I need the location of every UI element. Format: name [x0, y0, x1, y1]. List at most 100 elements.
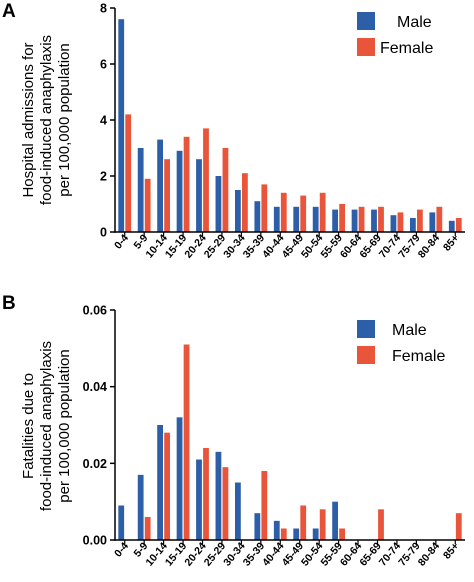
bar-male-40-44	[273, 520, 280, 540]
panel-b-ylabel-line-2: food-induced anaphylaxis	[38, 341, 55, 511]
bar-female-10-14	[164, 432, 171, 540]
bar-female-65-69	[378, 509, 384, 540]
y-tick-label: 0.06	[83, 304, 107, 318]
panel-b-letter: B	[2, 293, 16, 314]
bar-female-35-39	[261, 184, 268, 232]
bar-female-20-24	[203, 128, 209, 232]
bar-male-45-49	[293, 206, 300, 232]
legend-male-swatch	[357, 320, 375, 338]
bar-male-15-19	[176, 150, 183, 232]
bar-female-85+	[455, 513, 462, 540]
bar-female-80-84	[436, 206, 443, 232]
bar-female-85+	[455, 218, 462, 232]
bar-male-10-14	[157, 139, 164, 232]
bar-male-65-69	[371, 209, 377, 232]
bar-female-5-9	[144, 517, 151, 540]
panel-b-bars	[118, 344, 462, 540]
panel-a-legend: Male Female	[357, 12, 433, 57]
panel-a-ylabel-line-3: per 100,000 population	[56, 43, 73, 196]
x-tick-label: 80-84	[416, 232, 443, 260]
panel-b-chart: B Fatalities due to food-induced anaphyl…	[2, 293, 465, 569]
legend-female-swatch	[357, 38, 375, 56]
bar-male-45-49	[293, 528, 300, 540]
legend-female-label: Female	[380, 40, 433, 57]
bar-female-70-74	[397, 212, 404, 232]
bar-female-15-19	[183, 136, 190, 232]
bar-male-0-4	[118, 19, 125, 233]
bar-male-40-44	[273, 206, 280, 232]
x-tick-label: 0-4	[112, 540, 131, 559]
bar-male-25-29	[215, 451, 222, 540]
bar-male-30-34	[234, 482, 241, 540]
x-tick-label: 80-84	[416, 540, 443, 568]
bar-female-50-54	[319, 509, 326, 540]
bar-male-35-39	[254, 513, 261, 540]
x-tick-label: 85+	[441, 232, 462, 253]
panel-a-bars	[118, 19, 462, 233]
y-tick-label: 0.00	[83, 534, 107, 548]
legend-male-label: Male	[397, 14, 432, 31]
bar-male-70-74	[390, 215, 397, 232]
bar-female-5-9	[144, 178, 151, 232]
bar-female-60-64	[358, 206, 365, 232]
bar-female-50-54	[319, 192, 326, 232]
y-tick-label: 8	[100, 2, 107, 16]
bar-female-10-14	[164, 159, 171, 232]
bar-female-15-19	[183, 344, 190, 540]
x-tick-label: 0-4	[112, 232, 131, 251]
bar-male-50-54	[312, 206, 319, 232]
bar-male-20-24	[196, 459, 202, 540]
bar-female-40-44	[280, 528, 287, 540]
bar-male-5-9	[137, 474, 144, 540]
bar-female-65-69	[378, 206, 384, 232]
y-tick-label: 0.02	[83, 457, 107, 471]
panel-b-legend: Male Female	[357, 320, 445, 365]
bar-male-55-59	[332, 501, 339, 540]
bar-male-50-54	[312, 528, 319, 540]
bar-female-20-24	[203, 448, 209, 540]
bar-female-75-79	[416, 209, 423, 232]
bar-female-30-34	[241, 173, 248, 232]
x-tick-label: 85+	[441, 540, 462, 561]
bar-male-5-9	[137, 148, 144, 232]
panel-b-ylabel-line-1: Fatalities due to	[20, 373, 37, 479]
bar-female-35-39	[261, 471, 268, 540]
bar-male-20-24	[196, 159, 202, 232]
bar-female-45-49	[300, 195, 307, 232]
panel-b-x-ticks: 0-4 5-910-1415-1920-2425-2930-3435-3940-4…	[112, 540, 462, 569]
bar-male-0-4	[118, 505, 125, 540]
panel-a-ylabel-line-2: food-induced anaphylaxis	[38, 35, 55, 205]
panel-b-y-ticks: 0.00 0.02 0.04 0.06	[83, 304, 115, 548]
bar-female-45-49	[300, 505, 307, 540]
legend-male-swatch	[357, 12, 375, 30]
bar-female-55-59	[339, 204, 346, 232]
bar-male-60-64	[351, 209, 358, 232]
panel-a-x-ticks: 0-4 5-910-1415-1920-2425-2930-3435-3940-4…	[112, 232, 462, 261]
bar-female-55-59	[339, 528, 346, 540]
y-tick-label: 0	[100, 226, 107, 240]
bar-male-15-19	[176, 417, 183, 540]
panel-b-ylabel: Fatalities due to food-induced anaphylax…	[20, 341, 73, 511]
bar-male-85+	[448, 220, 455, 232]
bar-male-35-39	[254, 201, 261, 232]
panel-a-ylabel: Hospital admissions for food-induced ana…	[20, 35, 73, 205]
bar-female-25-29	[222, 148, 229, 232]
legend-female-swatch	[357, 346, 375, 364]
panel-a-ylabel-line-1: Hospital admissions for	[20, 42, 37, 197]
y-tick-label: 6	[100, 58, 107, 72]
bar-female-40-44	[280, 192, 287, 232]
panel-a-chart: A Hospital admissions for food-induced a…	[2, 1, 465, 261]
bar-male-80-84	[429, 212, 436, 232]
panel-a-y-ticks: 0 2 4 6 8	[100, 2, 115, 240]
bar-male-10-14	[157, 425, 164, 540]
panel-b-axes	[114, 310, 465, 541]
bar-male-25-29	[215, 176, 222, 232]
y-tick-label: 2	[100, 170, 107, 184]
panel-a-letter: A	[2, 1, 16, 22]
legend-male-label: Male	[392, 322, 427, 339]
legend-female-label: Female	[392, 348, 445, 365]
bar-female-25-29	[222, 467, 229, 540]
y-tick-label: 4	[100, 114, 107, 128]
panel-b-ylabel-line-3: per 100,000 population	[56, 349, 73, 502]
